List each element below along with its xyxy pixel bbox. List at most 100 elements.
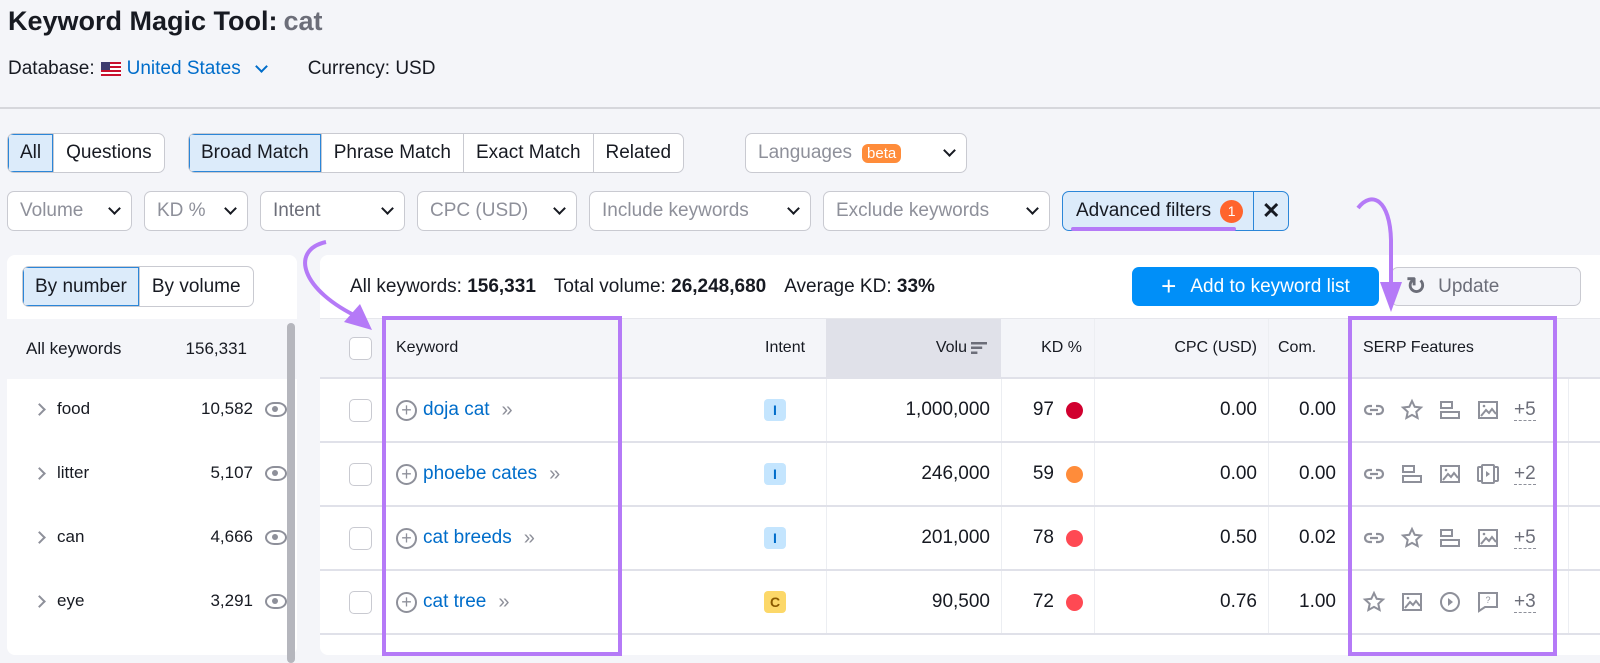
add-keyword-icon[interactable]: +	[396, 591, 417, 613]
tab-questions[interactable]: Questions	[66, 142, 152, 163]
row-checkbox[interactable]	[349, 526, 372, 550]
keyword-link[interactable]: cat tree	[423, 591, 487, 612]
competition: 1.00	[1299, 591, 1336, 612]
add-keyword-icon[interactable]: +	[396, 399, 417, 421]
question-icon[interactable]: ?	[1476, 590, 1500, 614]
exclude-keywords-filter[interactable]: Exclude keywords	[823, 191, 1050, 231]
group-item[interactable]: eye 3,291	[7, 569, 287, 633]
image-icon[interactable]	[1476, 398, 1500, 422]
group-item[interactable]: food 10,582	[7, 377, 287, 441]
currency: Currency: USD	[307, 58, 436, 79]
kd-dot	[1066, 529, 1083, 547]
row-checkbox[interactable]	[349, 462, 372, 486]
filter-count-badge: 1	[1220, 199, 1244, 223]
tab-phrase-match[interactable]: Phrase Match	[322, 134, 464, 172]
kd-value: 97	[1032, 399, 1054, 420]
by-volume-button[interactable]: By volume	[151, 275, 241, 297]
tab-all[interactable]: All	[8, 134, 55, 172]
tab-related[interactable]: Related	[605, 142, 672, 163]
group-item[interactable]: litter 5,107	[7, 441, 287, 505]
database-selector[interactable]: United States	[126, 58, 241, 79]
advanced-filters: Advanced filters 1 ✕	[1062, 191, 1290, 231]
table-row: + cat breeds » I 201,000 78 0.50 0.02 +5	[320, 507, 1600, 571]
row-checkbox[interactable]	[349, 590, 372, 614]
more-serp-features[interactable]: +2	[1514, 462, 1536, 485]
scrollbar[interactable]	[287, 323, 295, 663]
chevrons-right-icon[interactable]: »	[523, 526, 535, 549]
row-checkbox[interactable]	[349, 398, 372, 422]
image-icon[interactable]	[1400, 590, 1424, 614]
arrow-to-keyword	[303, 240, 361, 320]
scope-tabs: All Questions	[7, 133, 165, 173]
add-to-keyword-list-button[interactable]: + Add to keyword list	[1132, 267, 1379, 306]
competition: 0.02	[1299, 527, 1336, 548]
link-icon[interactable]	[1362, 462, 1386, 486]
intent-filter[interactable]: Intent	[260, 191, 405, 231]
eye-icon[interactable]	[265, 529, 287, 545]
link-icon[interactable]	[1362, 398, 1386, 422]
eye-icon[interactable]	[265, 401, 287, 417]
featured-snippet-icon[interactable]	[1400, 462, 1424, 486]
group-sort-toggle: By number By volume	[22, 266, 254, 307]
competition: 0.00	[1299, 463, 1336, 484]
featured-snippet-icon[interactable]	[1438, 398, 1462, 422]
table-row: + doja cat » I 1,000,000 97 0.00 0.00 +5	[320, 379, 1600, 443]
chevrons-right-icon[interactable]: »	[498, 590, 509, 613]
cpc: 0.00	[1220, 463, 1257, 484]
languages-dropdown[interactable]: Languages beta	[745, 133, 967, 173]
kd-value: 72	[1032, 591, 1054, 612]
update-button[interactable]: ↻ Update	[1391, 267, 1581, 306]
col-cpc[interactable]: CPC (USD)	[1174, 339, 1257, 356]
volume-filter[interactable]: Volume	[7, 191, 132, 231]
chevrons-right-icon[interactable]: »	[501, 398, 513, 421]
clear-filters-button[interactable]: ✕	[1261, 198, 1281, 223]
keyword-link[interactable]: cat breeds	[423, 527, 512, 548]
col-intent[interactable]: Intent	[765, 339, 806, 356]
by-number-button[interactable]: By number	[23, 267, 140, 306]
video-icon[interactable]	[1438, 590, 1462, 614]
match-tabs: Broad Match Phrase Match Exact Match Rel…	[188, 133, 685, 173]
arrow-to-serp	[1356, 197, 1393, 282]
cpc: 0.76	[1220, 591, 1257, 612]
include-keywords-filter[interactable]: Include keywords	[589, 191, 811, 231]
link-icon[interactable]	[1362, 526, 1386, 550]
kd-value: 78	[1032, 527, 1054, 548]
eye-icon[interactable]	[265, 593, 287, 609]
col-keyword[interactable]: Keyword	[396, 339, 459, 356]
image-icon[interactable]	[1476, 526, 1500, 550]
summary: All keywords: 156,331 Total volume: 26,2…	[350, 276, 935, 297]
select-all-checkbox[interactable]	[349, 336, 372, 360]
kd-filter[interactable]: KD %	[144, 191, 248, 231]
col-serp[interactable]: SERP Features	[1363, 339, 1474, 356]
cpc-filter[interactable]: CPC (USD)	[417, 191, 577, 231]
tab-exact-match[interactable]: Exact Match	[464, 134, 594, 172]
cpc: 0.00	[1220, 399, 1257, 420]
star-icon[interactable]	[1400, 398, 1424, 422]
query: cat	[283, 6, 323, 36]
more-serp-features[interactable]: +3	[1514, 590, 1536, 613]
tab-broad-match[interactable]: Broad Match	[189, 134, 322, 172]
keyword-link[interactable]: phoebe cates	[423, 463, 538, 484]
add-keyword-icon[interactable]: +	[396, 527, 417, 549]
col-com[interactable]: Com.	[1278, 339, 1317, 356]
image-icon[interactable]	[1438, 462, 1462, 486]
col-kd[interactable]: KD %	[1041, 339, 1082, 356]
featured-snippet-icon[interactable]	[1438, 526, 1462, 550]
intent-badge: C	[764, 591, 786, 613]
more-serp-features[interactable]: +5	[1514, 526, 1536, 549]
chevrons-right-icon[interactable]: »	[549, 462, 560, 485]
star-icon[interactable]	[1400, 526, 1424, 550]
star-icon[interactable]	[1362, 590, 1386, 614]
group-all-keywords[interactable]: All keywords 156,331	[26, 339, 247, 358]
keyword-link[interactable]: doja cat	[423, 399, 490, 420]
divider	[0, 107, 1600, 109]
kd-dot	[1066, 401, 1083, 419]
add-keyword-icon[interactable]: +	[396, 463, 417, 485]
group-item[interactable]: can 4,666	[7, 505, 287, 569]
video-carousel-icon[interactable]	[1476, 462, 1500, 486]
eye-icon[interactable]	[265, 465, 287, 481]
highlight-underline	[1071, 227, 1236, 231]
col-volume[interactable]: Volu	[826, 319, 1001, 377]
more-serp-features[interactable]: +5	[1514, 398, 1536, 421]
advanced-filters-button[interactable]: Advanced filters 1	[1063, 192, 1255, 230]
